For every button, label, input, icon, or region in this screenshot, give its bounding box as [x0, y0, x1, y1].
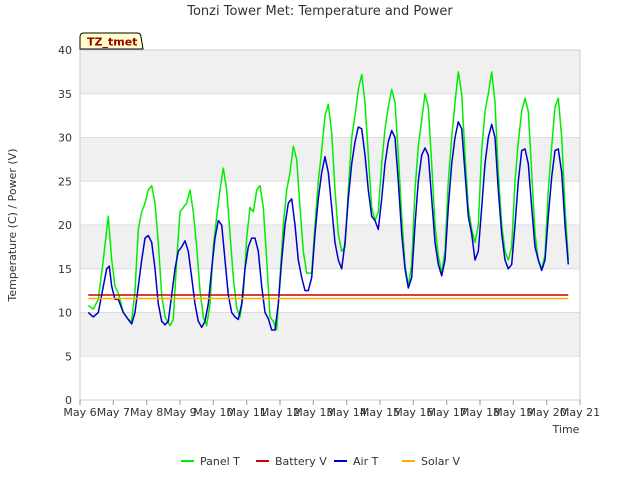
- y-tick-label: 40: [58, 44, 72, 57]
- x-tick-label: May 13: [293, 406, 333, 419]
- x-axis-label: Time: [552, 423, 580, 436]
- x-tick-label: May 9: [163, 406, 196, 419]
- x-tick-label: May 15: [360, 406, 400, 419]
- site-badge: TZ_tmet: [79, 32, 144, 50]
- x-tick-label: May 12: [260, 406, 300, 419]
- background-band: [80, 137, 580, 182]
- x-tick-label: May 10: [193, 406, 233, 419]
- y-tick-label: 0: [65, 394, 72, 407]
- background-band: [80, 312, 580, 357]
- plot-frame: [79, 49, 581, 401]
- x-tick-label: May 6: [63, 406, 96, 419]
- x-tick-label: May 21: [560, 406, 600, 419]
- x-tick-label: May 8: [130, 406, 163, 419]
- badge-shape: [79, 32, 144, 50]
- y-tick-label: 5: [65, 350, 72, 363]
- legend-item: Battery V: [256, 455, 327, 468]
- y-axis-label: Temperature (C) / Power (V): [6, 148, 19, 302]
- legend-label: Air T: [353, 455, 379, 468]
- chart-title: Tonzi Tower Met: Temperature and Power: [186, 4, 453, 19]
- x-tick-label: May 14: [327, 406, 367, 419]
- legend-item: Solar V: [402, 455, 461, 468]
- x-tick-label: May 19: [493, 406, 533, 419]
- series-line-air-t: [87, 121, 570, 331]
- legend-item: Panel T: [181, 455, 240, 468]
- legend-label: Solar V: [421, 455, 461, 468]
- x-tick-label: May 17: [427, 406, 467, 419]
- background-band: [80, 356, 580, 400]
- y-tick-label: 35: [58, 88, 72, 101]
- legend: Panel T Battery V Air T Solar V: [181, 455, 461, 468]
- background-band: [80, 225, 580, 269]
- x-tick-label: May 11: [227, 406, 267, 419]
- y-tick-label: 15: [58, 263, 72, 276]
- series-line-panel-t: [87, 71, 570, 331]
- badge-label: TZ_tmet: [87, 36, 137, 49]
- y-tick-label: 10: [58, 307, 72, 320]
- series-group: [87, 71, 570, 331]
- y-axis: 0 5 10 15 20 25 30 35 40: [58, 44, 72, 407]
- x-tick-label: May 20: [527, 406, 567, 419]
- legend-label: Panel T: [200, 455, 240, 468]
- legend-item: Air T: [334, 455, 379, 468]
- y-tick-label: 30: [58, 132, 72, 145]
- y-tick-label: 25: [58, 175, 72, 188]
- x-tick-label: May 18: [460, 406, 500, 419]
- legend-label: Battery V: [275, 455, 327, 468]
- x-tick-label: May 16: [393, 406, 433, 419]
- x-tick-label: May 7: [97, 406, 130, 419]
- background-band: [80, 50, 580, 94]
- y-tick-label: 20: [58, 219, 72, 232]
